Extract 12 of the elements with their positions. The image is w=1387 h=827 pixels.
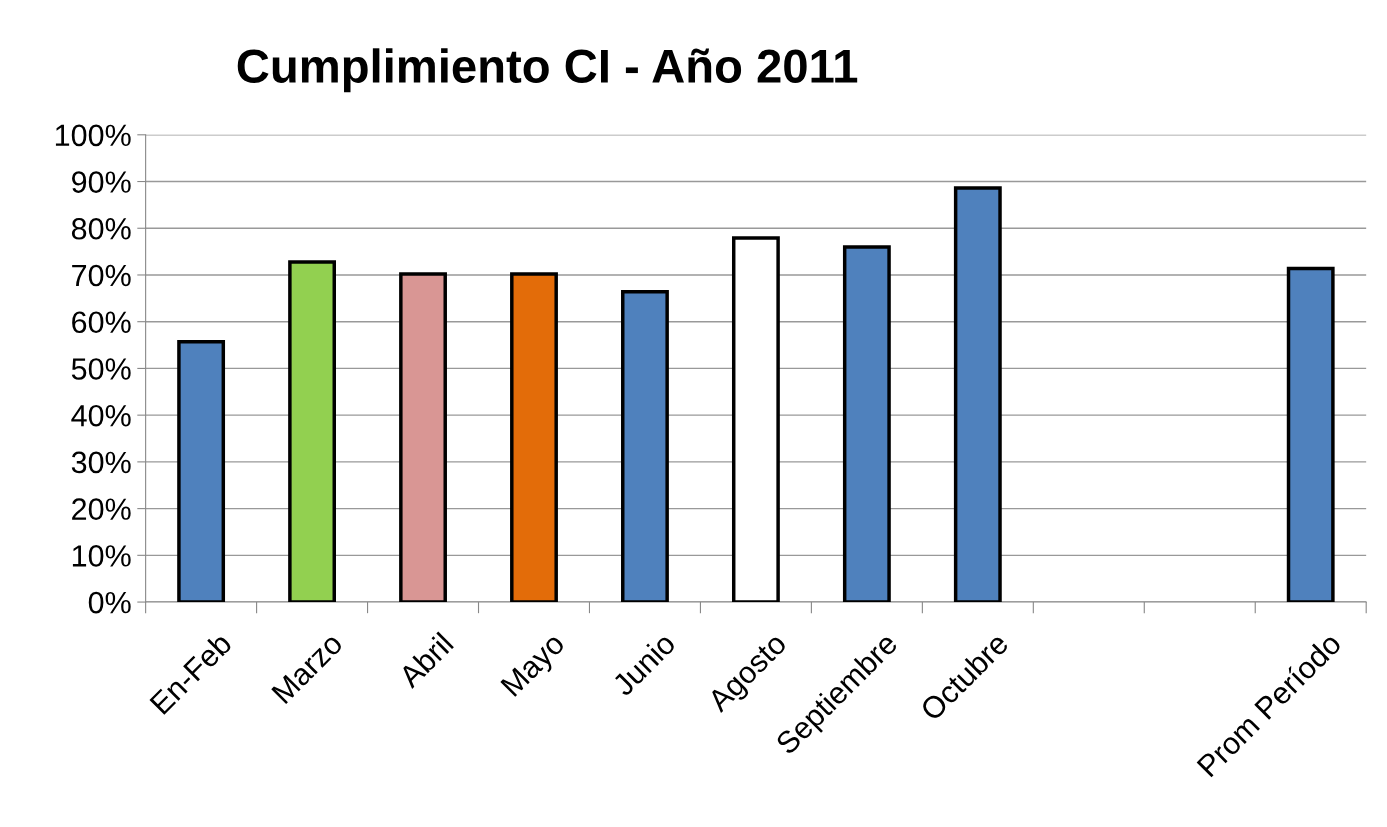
y-tick-label: 30% [71,451,131,474]
y-tick-label: 60% [72,311,131,334]
y-tick-label: 90% [72,171,131,193]
y-tick-label: 40% [71,404,131,427]
y-tick-label: 70% [72,264,131,287]
y-tick-label: 0% [88,591,131,614]
y-tick-label: 80% [71,217,131,240]
y-tick-label: 10% [72,545,131,567]
y-tick-label: 50% [71,358,131,380]
y-tick-label: 20% [72,498,131,520]
chart-title: Cumplimiento CI - Año 2011 [237,48,858,93]
y-tick-label: 100% [55,124,131,147]
